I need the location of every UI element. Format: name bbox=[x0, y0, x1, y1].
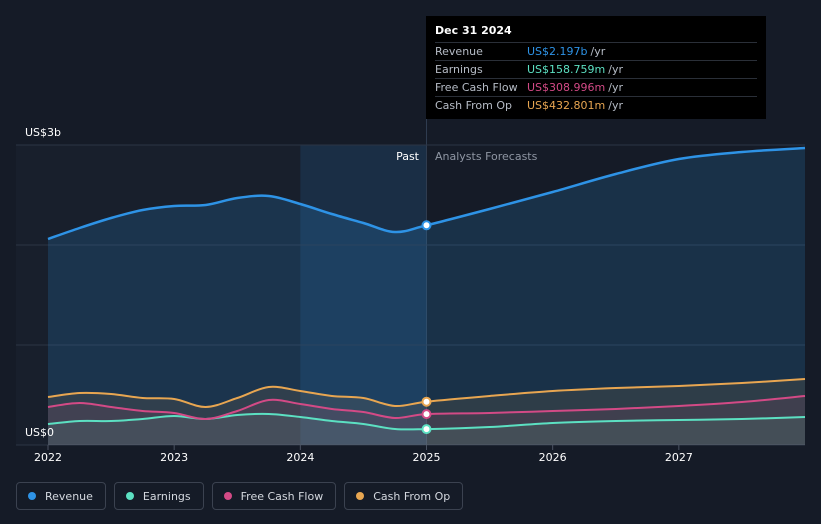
tooltip-row-revenue: Revenue US$2.197b /yr bbox=[435, 42, 757, 60]
cash-from-op-dot-icon bbox=[356, 492, 365, 500]
tooltip-label: Cash From Op bbox=[435, 99, 513, 112]
legend-item-free-cash-flow[interactable]: Free Cash Flow bbox=[211, 482, 337, 510]
revenue-area bbox=[48, 148, 805, 445]
tooltip-unit: /yr bbox=[608, 99, 623, 112]
revenue-line bbox=[47, 146, 806, 241]
cash-from-op-line bbox=[47, 378, 806, 409]
x-tick-label: 2026 bbox=[539, 451, 567, 464]
tooltip-value: US$432.801m bbox=[527, 99, 606, 112]
legend-item-earnings[interactable]: Earnings bbox=[113, 482, 204, 510]
tooltip-label: Free Cash Flow bbox=[435, 81, 518, 94]
legend-label: Cash From Op bbox=[373, 489, 451, 503]
revenue-dot-icon bbox=[28, 492, 36, 500]
forecast-label: Analysts Forecasts bbox=[435, 150, 538, 163]
y-axis-top-label: US$3b bbox=[25, 126, 61, 139]
earnings-point bbox=[421, 424, 432, 435]
cash-from-op-point bbox=[421, 396, 432, 407]
x-tick-label: 2022 bbox=[34, 451, 62, 464]
tooltip-row-cash-from-op: Cash From Op US$432.801m /yr bbox=[435, 96, 757, 114]
legend-label: Earnings bbox=[142, 489, 191, 503]
x-tick-label: 2027 bbox=[665, 451, 693, 464]
x-tick-label: 2023 bbox=[160, 451, 188, 464]
tooltip-value: US$158.759m bbox=[527, 63, 606, 76]
tooltip-row-free-cash-flow: Free Cash Flow US$308.996m /yr bbox=[435, 78, 757, 96]
tooltip-value: US$308.996m bbox=[527, 81, 606, 94]
x-tick-label: 2025 bbox=[413, 451, 441, 464]
tooltip-unit: /yr bbox=[608, 63, 623, 76]
tooltip-unit: /yr bbox=[590, 45, 606, 58]
y-axis-zero-label: US$0 bbox=[25, 426, 54, 439]
legend-label: Free Cash Flow bbox=[240, 489, 324, 503]
tooltip-label: Earnings bbox=[435, 63, 483, 76]
past-label: Past bbox=[396, 150, 420, 163]
free-cash-flow-line bbox=[47, 395, 806, 421]
free-cash-flow-point bbox=[421, 409, 432, 420]
legend-item-revenue[interactable]: Revenue bbox=[16, 482, 106, 510]
legend-label: Revenue bbox=[45, 489, 93, 503]
tooltip: Dec 31 2024 Revenue US$2.197b /yr Earnin… bbox=[426, 16, 766, 119]
free-cash-flow-area bbox=[48, 396, 805, 445]
tooltip-value: US$2.197b bbox=[527, 45, 588, 58]
revenue-point bbox=[421, 220, 432, 231]
free-cash-flow-dot-icon bbox=[223, 492, 232, 500]
tooltip-label: Revenue bbox=[435, 45, 483, 58]
legend-item-cash-from-op[interactable]: Cash From Op bbox=[344, 482, 464, 510]
tooltip-row-earnings: Earnings US$158.759m /yr bbox=[435, 60, 757, 78]
tooltip-unit: /yr bbox=[608, 81, 623, 94]
tooltip-date: Dec 31 2024 bbox=[435, 24, 512, 37]
x-tick-label: 2024 bbox=[286, 451, 314, 464]
legend: Revenue Earnings Free Cash Flow Cash Fro… bbox=[16, 482, 464, 510]
earnings-dot-icon bbox=[125, 492, 134, 500]
earnings-line bbox=[47, 412, 806, 431]
